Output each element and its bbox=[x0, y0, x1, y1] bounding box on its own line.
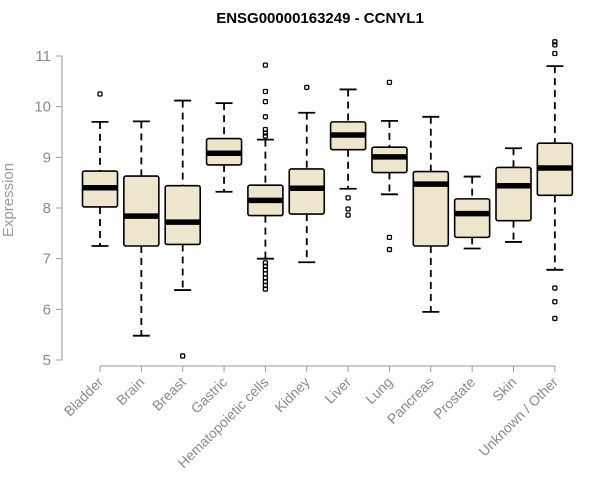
box-group bbox=[453, 175, 491, 250]
box-group bbox=[329, 88, 367, 218]
y-tick-label: 11 bbox=[35, 48, 51, 65]
y-tick-label: 7 bbox=[43, 251, 51, 268]
chart-title: ENSG00000163249 - CCNYL1 bbox=[216, 10, 424, 27]
x-tick-label: Prostate bbox=[430, 374, 478, 422]
y-axis-label: Expression bbox=[0, 163, 17, 237]
outlier-point bbox=[262, 133, 269, 139]
outlier-point bbox=[552, 285, 558, 291]
outlier-point bbox=[262, 130, 269, 136]
outlier-point bbox=[552, 299, 558, 305]
outlier-point bbox=[552, 50, 558, 57]
outlier-point bbox=[386, 246, 393, 253]
y-tick-label: 5 bbox=[43, 352, 51, 369]
box-group bbox=[81, 91, 119, 247]
outlier-point bbox=[386, 234, 393, 241]
outlier-point bbox=[386, 79, 393, 85]
x-tick-label: Kidney bbox=[271, 374, 313, 416]
box bbox=[495, 166, 532, 222]
boxes-layer bbox=[81, 39, 574, 359]
outlier-point bbox=[262, 271, 269, 277]
outlier-point bbox=[345, 206, 351, 212]
outlier-point bbox=[552, 42, 558, 48]
outlier-point bbox=[262, 62, 269, 68]
box bbox=[123, 175, 160, 247]
outlier-point bbox=[262, 114, 269, 120]
box-group bbox=[123, 120, 160, 337]
outlier-point bbox=[97, 91, 103, 97]
outlier-point bbox=[552, 315, 558, 322]
box-group bbox=[205, 102, 243, 193]
box bbox=[164, 184, 201, 246]
box-group bbox=[247, 62, 284, 292]
x-tick-label: Liver bbox=[321, 374, 354, 407]
box bbox=[288, 168, 326, 215]
outlier-point bbox=[345, 212, 351, 218]
box bbox=[453, 198, 491, 239]
outlier-point bbox=[262, 286, 269, 292]
outlier-point bbox=[262, 278, 269, 285]
box-group bbox=[164, 99, 201, 359]
box-group bbox=[495, 147, 532, 243]
x-tick-label: Breast bbox=[149, 374, 189, 414]
outlier-point bbox=[180, 353, 186, 359]
outlier-point bbox=[304, 84, 310, 91]
box-group bbox=[536, 39, 574, 322]
y-tick-label: 8 bbox=[43, 200, 51, 217]
y-tick-label: 10 bbox=[34, 99, 51, 116]
box-group bbox=[412, 115, 450, 313]
outlier-point bbox=[552, 39, 558, 45]
y-tick-label: 6 bbox=[43, 301, 51, 318]
outlier-point bbox=[262, 88, 269, 95]
box-group bbox=[288, 84, 326, 264]
x-tick-label: Skin bbox=[489, 374, 520, 405]
box-group bbox=[371, 79, 408, 253]
outlier-point bbox=[345, 195, 351, 201]
box bbox=[371, 146, 408, 174]
x-tick-label: Lung bbox=[362, 374, 395, 407]
x-tick-label: Bladder bbox=[61, 374, 107, 420]
x-tick-label: Brain bbox=[113, 374, 147, 408]
outlier-point bbox=[262, 267, 269, 273]
outlier-point bbox=[262, 98, 269, 105]
box bbox=[412, 170, 450, 247]
y-tick-label: 9 bbox=[43, 149, 51, 166]
